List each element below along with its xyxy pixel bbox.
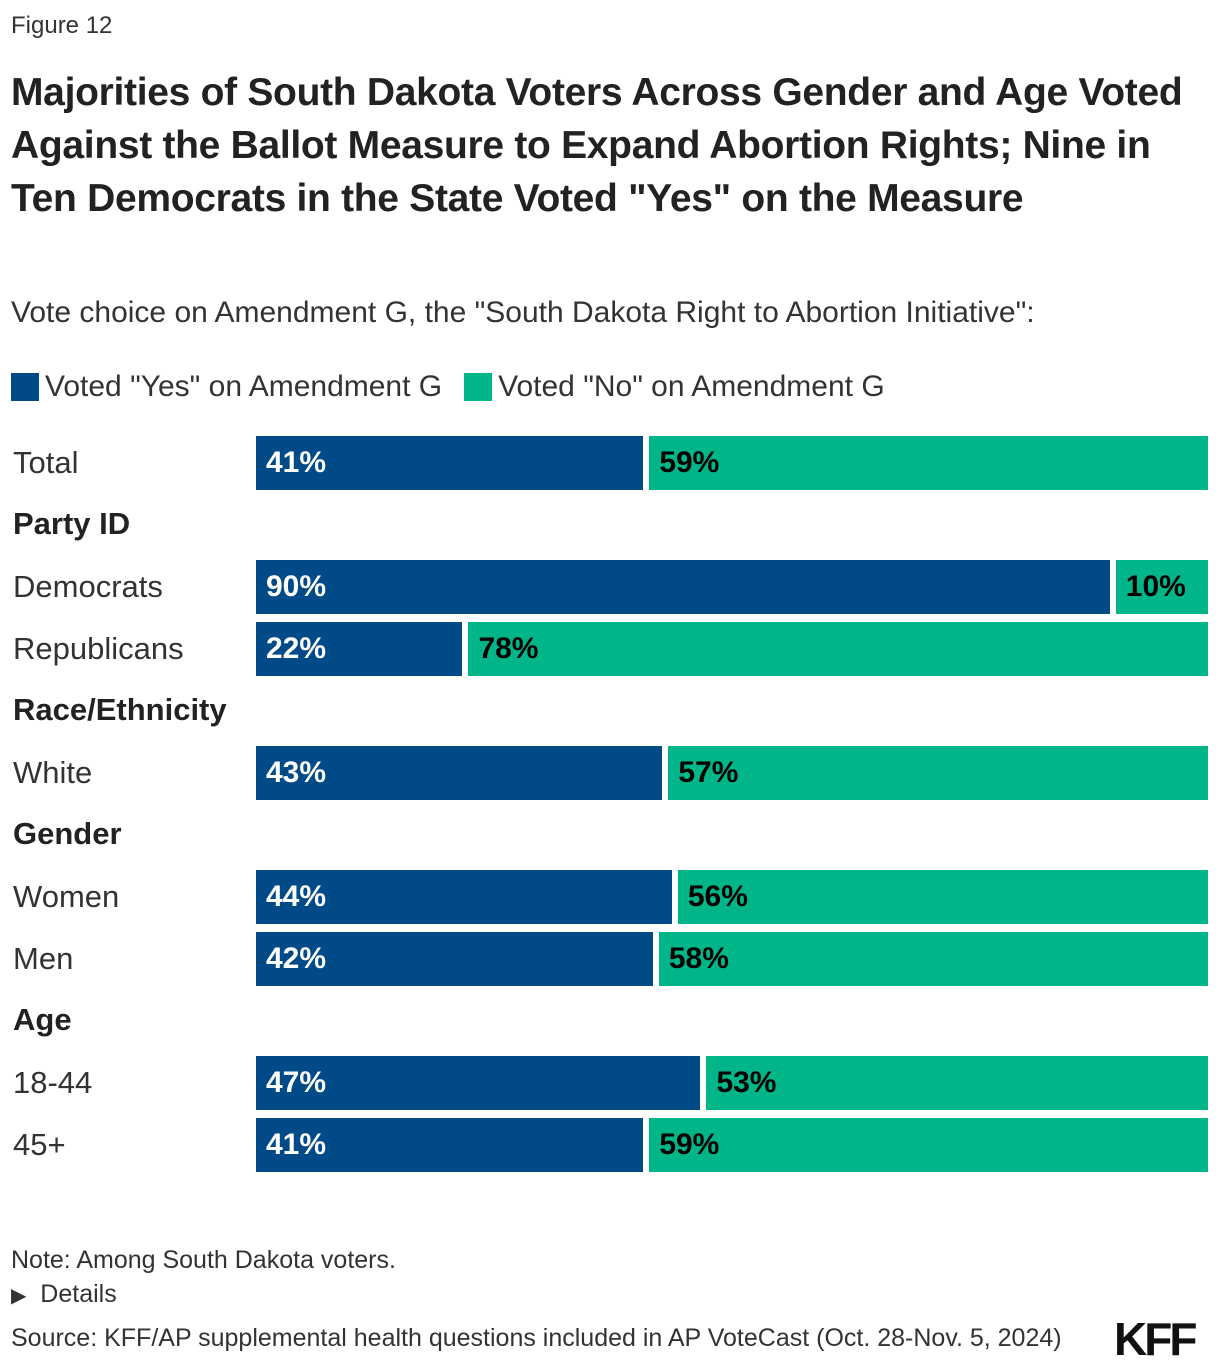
data-label: 22% [266,632,327,665]
row-label: 45+ [13,1127,66,1162]
data-label: 59% [659,446,720,479]
row-label: Republicans [13,631,184,666]
legend-swatch-yes [11,373,39,401]
bar-yes: 90% [256,560,1110,614]
legend: Voted "Yes" on Amendment G Voted "No" on… [11,370,907,404]
data-label: 10% [1125,570,1186,603]
row-label: Women [13,879,120,914]
row-label: Democrats [13,569,163,604]
triangle-right-icon: ▶ [11,1285,27,1307]
details-label: Details [40,1280,117,1308]
group-label: Age [13,1002,72,1037]
group-label: Party ID [13,506,131,541]
row-label: Total [13,445,79,480]
data-label: 41% [266,446,327,479]
bar-no: 57% [668,746,1208,800]
legend-label-yes: Voted "Yes" on Amendment G [45,370,443,403]
details-toggle[interactable]: ▶ Details [11,1280,117,1309]
note: Note: Among South Dakota voters. [11,1246,396,1274]
data-label: 47% [266,1066,327,1099]
bar-no: 59% [649,1118,1208,1172]
data-label: 59% [659,1128,720,1161]
data-label: 58% [668,942,729,975]
bar-yes: 47% [256,1056,701,1110]
bar-yes: 22% [256,622,463,676]
row-label: Men [13,941,74,976]
data-label: 44% [266,880,327,913]
bar-yes: 44% [256,870,672,924]
legend-item-no: Voted "No" on Amendment G [464,370,885,404]
data-label: 78% [478,632,539,665]
data-label: 41% [266,1128,327,1161]
bar-yes: 43% [256,746,663,800]
data-label: 42% [266,942,327,975]
kff-logo: KFF [1114,1313,1197,1365]
bar-yes: 42% [256,932,653,986]
chart-title: Majorities of South Dakota Voters Across… [11,71,1183,220]
data-label: 56% [687,880,748,913]
bar-no: 10% [1115,560,1208,614]
legend-swatch-no [464,373,493,401]
bar-no: 58% [658,932,1208,986]
data-label: 43% [266,756,327,789]
data-label: 53% [716,1066,777,1099]
bar-yes: 41% [256,436,644,490]
bar-no: 59% [649,436,1208,490]
chart-subtitle: Vote choice on Amendment G, the "South D… [11,296,1035,329]
row-label: White [13,755,93,790]
legend-item-yes: Voted "Yes" on Amendment G [11,370,442,404]
source: Source: KFF/AP supplemental health quest… [11,1324,1062,1352]
bar-yes: 41% [256,1118,644,1172]
data-label: 57% [678,756,739,789]
bar-no: 56% [677,870,1208,924]
legend-label-no: Voted "No" on Amendment G [498,370,885,403]
data-label: 90% [266,570,327,603]
bar-no: 78% [468,622,1208,676]
row-label: 18-44 [13,1065,93,1100]
group-label: Gender [13,816,122,851]
bar-no: 53% [706,1056,1208,1110]
figure-label: Figure 12 [11,12,113,39]
group-label: Race/Ethnicity [13,692,227,727]
